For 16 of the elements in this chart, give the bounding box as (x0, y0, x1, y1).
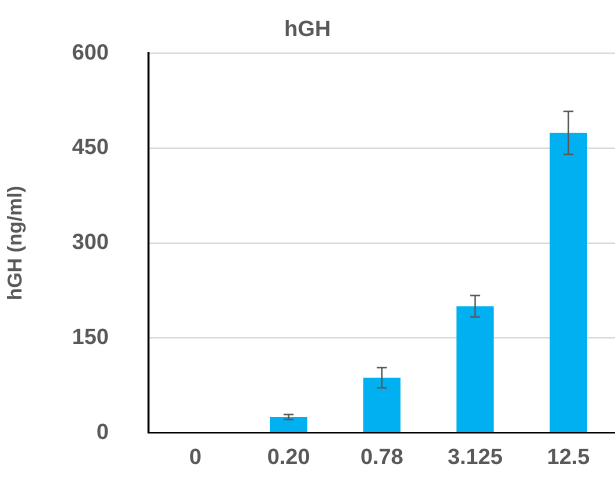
x-tick-label: 0.78 (360, 444, 404, 470)
y-tick-label: 600 (72, 39, 109, 64)
x-tick-label: 12.5 (546, 444, 590, 470)
chart-title: hGH (284, 16, 331, 42)
y-tick-label: 450 (72, 134, 109, 160)
bar (363, 378, 401, 432)
y-tick-label: 0 (96, 418, 109, 444)
bar (456, 306, 494, 432)
bar (270, 416, 308, 432)
y-tick-label: 300 (72, 229, 109, 254)
bar (550, 132, 588, 432)
x-tick-label: 0 (189, 444, 202, 470)
x-tick-label: 0.20 (267, 444, 310, 470)
y-tick-label: 150 (72, 324, 109, 349)
x-tick-label: 3.125 (448, 444, 503, 470)
y-axis-title: hGH (ng/ml) (4, 186, 27, 300)
